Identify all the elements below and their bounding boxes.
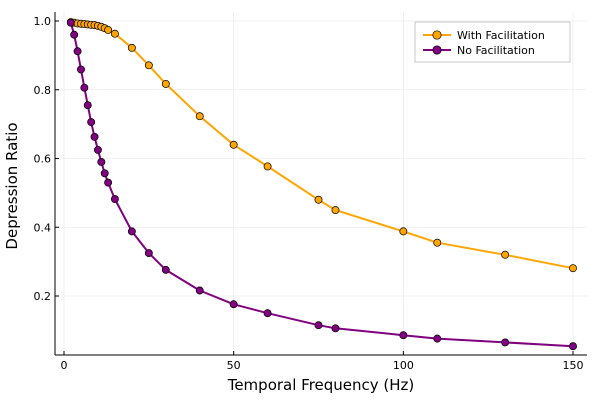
data-point xyxy=(433,238,442,247)
data-point xyxy=(263,162,272,171)
data-point xyxy=(433,334,442,343)
data-point xyxy=(70,30,79,39)
x-tick-label: 0 xyxy=(61,359,68,372)
data-point xyxy=(66,18,75,27)
data-point xyxy=(314,195,323,204)
data-point xyxy=(100,169,109,178)
y-tick-label: 0.2 xyxy=(34,290,52,303)
data-point xyxy=(127,43,136,52)
data-point xyxy=(93,145,102,154)
x-tick-label: 150 xyxy=(563,359,584,372)
data-point xyxy=(127,227,136,236)
series-line xyxy=(69,22,574,348)
data-point xyxy=(97,157,106,166)
y-tick-label: 0.6 xyxy=(34,153,52,166)
axes: 0 50 100 150 0.2 0.4 0.6 0.8 1.0 xyxy=(34,12,587,372)
y-tick-label: 0.4 xyxy=(34,221,52,234)
data-point xyxy=(569,342,577,351)
grid xyxy=(55,12,587,355)
data-point xyxy=(83,101,92,110)
data-point xyxy=(110,29,119,38)
legend-marker xyxy=(432,45,442,55)
data-point xyxy=(263,309,272,318)
data-point xyxy=(229,300,238,309)
legend: With Facilitation No Facilitation xyxy=(414,21,571,63)
data-point xyxy=(501,250,510,259)
y-axis-title: Depression Ratio xyxy=(3,122,21,249)
data-point xyxy=(73,47,82,56)
data-point xyxy=(399,331,408,340)
legend-box xyxy=(414,21,571,63)
data-point xyxy=(104,25,113,34)
data-point xyxy=(569,264,577,273)
data-point xyxy=(331,324,340,333)
data-point xyxy=(399,227,408,236)
data-point xyxy=(110,195,119,204)
legend-marker xyxy=(432,30,442,40)
plot-series xyxy=(66,18,577,351)
x-tick-label: 50 xyxy=(227,359,241,372)
data-point xyxy=(161,79,170,88)
data-point xyxy=(501,338,510,347)
data-point xyxy=(87,118,96,127)
x-tick-label: 100 xyxy=(393,359,414,372)
y-tick-label: 1.0 xyxy=(34,15,52,28)
data-point xyxy=(80,83,89,92)
series-no-facilitation xyxy=(66,18,577,351)
data-point xyxy=(195,286,204,295)
data-point xyxy=(144,61,153,70)
legend-label: With Facilitation xyxy=(457,29,545,42)
data-point xyxy=(331,206,340,215)
legend-label: No Facilitation xyxy=(457,44,535,57)
data-point xyxy=(90,132,99,141)
data-point xyxy=(314,321,323,330)
data-point xyxy=(104,178,113,187)
data-point xyxy=(195,112,204,121)
data-point xyxy=(144,249,153,257)
data-point xyxy=(229,140,238,149)
data-point xyxy=(161,265,170,274)
x-axis-title: Temporal Frequency (Hz) xyxy=(227,376,415,394)
data-point xyxy=(77,65,85,74)
y-tick-label: 0.8 xyxy=(34,84,52,97)
